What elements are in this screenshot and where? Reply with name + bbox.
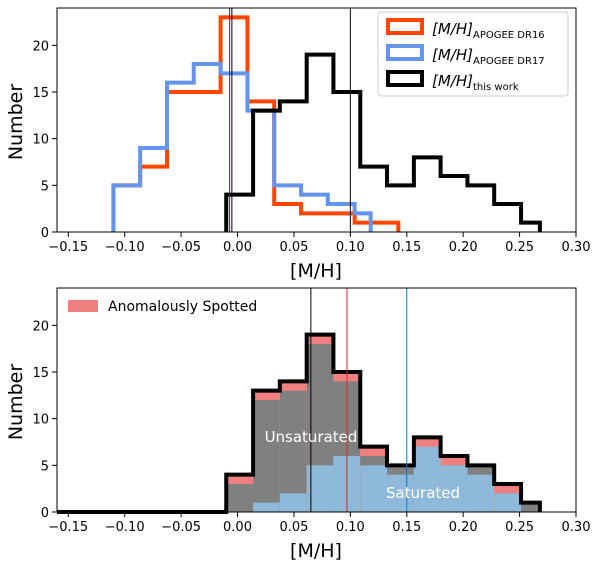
bottom-y-tick-label: 10	[32, 413, 49, 428]
top-x-tick-label: 0.30	[562, 240, 591, 255]
top-x-axis-label: [M/H]	[290, 260, 342, 282]
legend-swatch-dr17	[386, 44, 424, 61]
top-histogram-panel: −0.15 −0.10 −0.05 0.00 0.05 0.10 0.15 0.20 0.25 0…	[5, 7, 590, 282]
bottom-x-tick-label: −0.15	[48, 520, 88, 535]
legend-label-this-work: [M/H]this work	[432, 72, 519, 93]
top-x-tick-label: 0.25	[505, 240, 534, 255]
unsaturated-bar	[521, 502, 540, 512]
bottom-legend: Anomalously Spotted	[68, 299, 257, 315]
saturated-bar	[387, 474, 414, 512]
unsaturated-bar	[253, 400, 280, 512]
saturated-bar	[413, 446, 441, 512]
bottom-x-tick-label: 0.15	[392, 520, 421, 535]
series-line-dr17	[111, 62, 373, 232]
bottom-x-tick-label: 0.05	[279, 520, 308, 535]
unsaturated-bar	[226, 484, 254, 512]
top-y-tick-label: 15	[32, 86, 49, 101]
bottom-axes-frame	[56, 287, 577, 513]
top-x-ticks: −0.15 −0.10 −0.05 0.00 0.05 0.10 0.15 0.20 0.25 0…	[48, 232, 590, 255]
bottom-plot-area	[56, 287, 577, 514]
legend-label-dr16: [M/H]APOGEE DR16	[432, 20, 545, 41]
bottom-x-tick-label: 0.25	[505, 520, 534, 535]
legend-label-spotted: Anomalously Spotted	[108, 299, 257, 315]
bottom-x-tick-label: 0.10	[336, 520, 365, 535]
total-outline	[57, 332, 542, 514]
bottom-x-tick-label: 0.00	[223, 520, 252, 535]
bottom-y-axis-label: Number	[5, 364, 27, 441]
saturated-bar	[279, 493, 307, 512]
bottom-y-tick-label: 20	[32, 319, 49, 334]
bottom-x-tick-label: 0.20	[449, 520, 478, 535]
top-legend: [M/H]APOGEE DR16 [M/H]APOGEE DR17 [M/H]t…	[377, 11, 569, 97]
series-line-dr16	[111, 15, 401, 232]
top-x-tick-label: 0.05	[279, 240, 308, 255]
bottom-x-tick-label: 0.30	[562, 520, 591, 535]
saturated-bar	[467, 474, 495, 512]
legend-label-dr17: [M/H]APOGEE DR17	[432, 46, 545, 67]
saturated-label: Saturated	[386, 484, 460, 502]
top-y-tick-label: 5	[41, 179, 49, 194]
bottom-x-ticks: −0.15 −0.10 −0.05 0.00 0.05 0.10 0.15 0.20 0.25 0…	[48, 512, 590, 535]
top-y-tick-label: 0	[41, 226, 49, 241]
top-plot-area	[56, 7, 577, 233]
top-x-tick-label: −0.05	[161, 240, 201, 255]
top-y-ticks: 0 5 10 15 20	[32, 39, 57, 241]
bottom-x-tick-label: −0.10	[105, 520, 145, 535]
bottom-y-ticks: 0 5 10 15 20	[32, 319, 57, 521]
saturated-bar	[253, 502, 280, 512]
bottom-x-axis-label: [M/H]	[290, 540, 342, 562]
top-x-tick-label: −0.15	[48, 240, 88, 255]
legend-swatch-dr16	[386, 18, 424, 35]
unsaturated-label: Unsaturated	[265, 428, 358, 446]
saturated-bar	[440, 465, 468, 512]
bottom-x-tick-label: −0.05	[161, 520, 201, 535]
bottom-y-tick-label: 0	[41, 506, 49, 521]
series-line-this-work	[224, 52, 542, 232]
top-x-tick-label: 0.20	[449, 240, 478, 255]
bottom-histogram-panel: −0.15 −0.10 −0.05 0.00 0.05 0.10 0.15 0.20 0.25 0…	[5, 287, 590, 562]
top-axes-frame	[56, 7, 577, 233]
saturated-bar	[360, 465, 388, 512]
bottom-y-tick-label: 15	[32, 366, 49, 381]
top-x-tick-label: 0.00	[223, 240, 252, 255]
legend-swatch-this-work	[386, 70, 424, 87]
top-x-tick-label: 0.10	[336, 240, 365, 255]
top-y-axis-label: Number	[5, 84, 27, 161]
legend-box	[377, 11, 569, 97]
legend-swatch-spotted	[68, 300, 98, 312]
saturated-bar	[494, 493, 522, 512]
top-x-tick-label: 0.15	[392, 240, 421, 255]
top-y-tick-label: 20	[32, 39, 49, 54]
bottom-y-tick-label: 5	[41, 459, 49, 474]
unsaturated-bar	[279, 390, 307, 512]
top-x-tick-label: −0.10	[105, 240, 145, 255]
top-y-tick-label: 10	[32, 133, 49, 148]
